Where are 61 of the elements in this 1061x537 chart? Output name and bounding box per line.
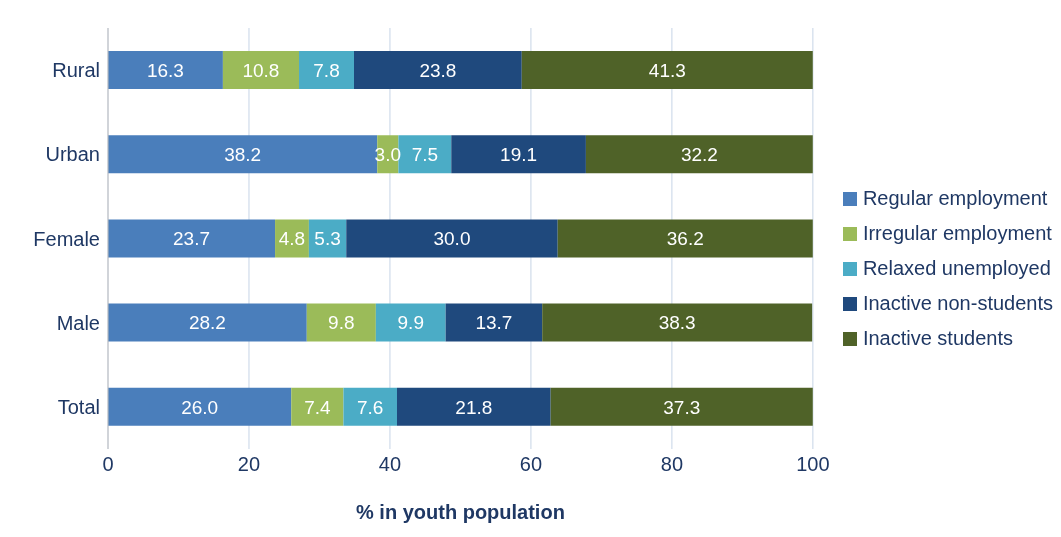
data-label: 41.3: [648, 59, 686, 81]
x-tick-label: 60: [519, 453, 543, 476]
data-label: 26.0: [181, 396, 219, 418]
bar: [451, 135, 586, 174]
bar: [108, 303, 307, 342]
y-tick-label: Total: [57, 396, 100, 418]
data-label: 32.2: [680, 143, 718, 165]
data-label: 38.2: [224, 143, 262, 165]
bar: [306, 303, 376, 342]
y-tick-label: Male: [56, 311, 100, 334]
data-label: 38.3: [658, 312, 696, 334]
bar: [343, 387, 397, 426]
data-label: 7.4: [304, 396, 331, 418]
legend-label: Irregular employment: [862, 222, 1052, 245]
legend-label: Relaxed unemployed: [862, 257, 1051, 280]
bar: [397, 387, 551, 426]
bar: [108, 387, 292, 426]
bar: [299, 51, 354, 89]
bar: [108, 51, 223, 89]
data-label: 7.6: [357, 396, 384, 418]
bar: [521, 51, 813, 89]
y-tick-label: Rural: [52, 59, 100, 82]
bar: [222, 51, 300, 89]
bar: [346, 219, 558, 258]
x-tick-label: 80: [660, 453, 684, 476]
x-tick-label: 20: [237, 453, 261, 476]
bar: [354, 51, 522, 89]
bar: [542, 303, 813, 342]
bar: [550, 387, 813, 426]
data-label: 36.2: [666, 228, 704, 250]
x-tick-label: 100: [796, 453, 830, 476]
x-tick-label: 40: [378, 453, 402, 476]
data-label: 23.8: [419, 59, 457, 81]
legend-label: Regular employment: [862, 187, 1048, 210]
data-label: 21.8: [455, 396, 493, 418]
bar: [585, 135, 813, 174]
bar: [108, 219, 276, 258]
x-axis-title: % in youth population: [356, 501, 565, 523]
data-label: 7.5: [411, 143, 439, 165]
data-label: 30.0: [433, 228, 471, 250]
legend-label: Inactive students: [862, 327, 1013, 350]
data-label: 5.3: [314, 228, 341, 250]
data-label: 4.8: [278, 228, 306, 250]
data-label: 23.7: [173, 228, 211, 250]
data-label: 28.2: [188, 312, 226, 334]
bar: [291, 387, 344, 426]
y-tick-label: Female: [33, 227, 100, 250]
data-label: 7.8: [313, 59, 340, 81]
bar: [375, 303, 446, 342]
data-label: 9.9: [397, 312, 424, 334]
data-label: 37.3: [663, 396, 701, 418]
bar: [557, 219, 813, 258]
data-label: 9.8: [328, 312, 355, 334]
bar: [445, 303, 543, 342]
x-tick-label: 0: [102, 453, 114, 476]
data-label: 19.1: [500, 143, 538, 165]
data-label: 10.8: [242, 59, 280, 81]
y-tick-label: Urban: [45, 143, 100, 166]
data-label: 13.7: [475, 312, 513, 334]
legend-label: Inactive non-students: [862, 292, 1053, 315]
data-label: 16.3: [146, 59, 184, 81]
